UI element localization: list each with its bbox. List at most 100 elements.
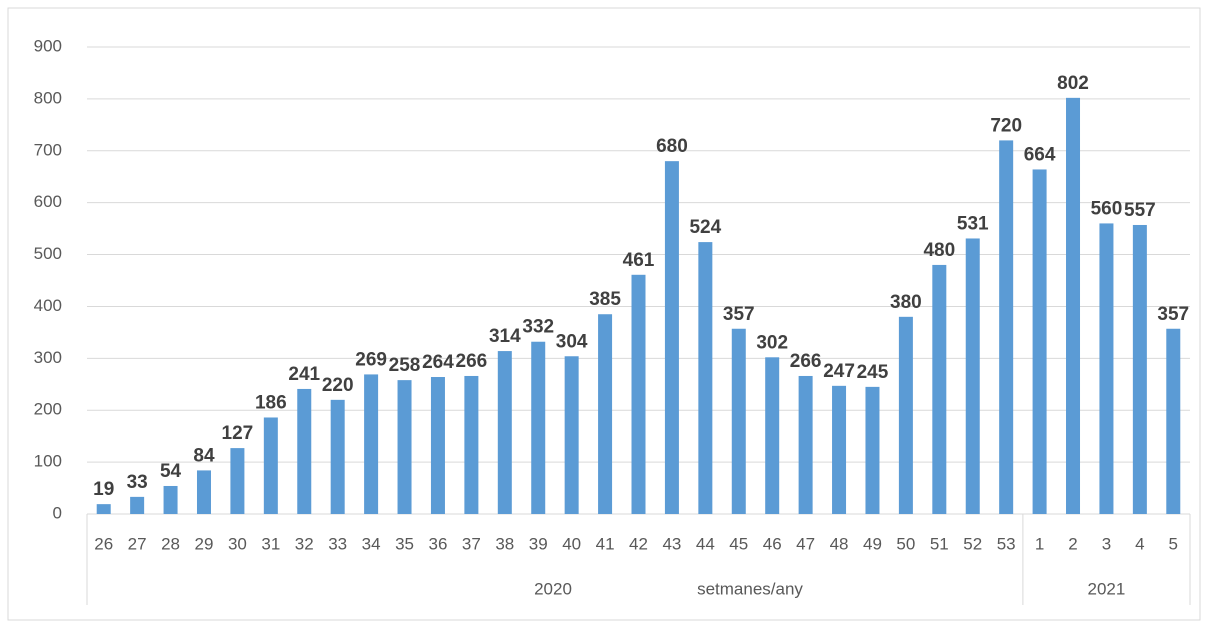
- y-tick-label: 400: [34, 296, 62, 315]
- y-tick-label: 600: [34, 192, 62, 211]
- data-label: 84: [193, 445, 215, 466]
- bar: [598, 314, 613, 514]
- x-tick-label: 43: [662, 534, 681, 553]
- bar: [564, 356, 579, 514]
- bar: [96, 504, 111, 514]
- x-tick-label: 31: [261, 534, 280, 553]
- x-tick-label: 44: [696, 534, 715, 553]
- bar: [397, 380, 412, 514]
- data-label: 245: [857, 362, 889, 383]
- x-tick-label: 27: [128, 534, 147, 553]
- y-tick-label: 100: [34, 452, 62, 471]
- x-tick-label: 37: [462, 534, 481, 553]
- bar: [430, 377, 445, 514]
- bar: [932, 264, 947, 514]
- data-label: 557: [1124, 200, 1156, 221]
- data-label: 480: [923, 240, 955, 261]
- bar: [765, 357, 780, 514]
- data-label: 127: [222, 423, 254, 444]
- y-tick-label: 300: [34, 348, 62, 367]
- data-label: 380: [890, 292, 922, 313]
- x-tick-label: 53: [997, 534, 1016, 553]
- bar: [631, 274, 646, 514]
- bar: [196, 470, 211, 514]
- data-label: 19: [93, 479, 114, 500]
- bar: [832, 385, 847, 514]
- x-tick-label: 32: [295, 534, 314, 553]
- x-tick-label: 35: [395, 534, 414, 553]
- y-tick-label: 200: [34, 400, 62, 419]
- bar: [965, 238, 980, 514]
- y-tick-label: 500: [34, 244, 62, 263]
- bar: [1099, 223, 1114, 514]
- bar: [1066, 97, 1081, 515]
- x-tick-label: 41: [596, 534, 615, 553]
- x-tick-label: 33: [328, 534, 347, 553]
- bar: [798, 375, 813, 514]
- bar: [330, 399, 345, 514]
- x-tick-label: 49: [863, 534, 882, 553]
- y-tick-label: 0: [53, 503, 62, 522]
- x-tick-label: 47: [796, 534, 815, 553]
- bar: [898, 316, 913, 514]
- bar: [263, 417, 278, 514]
- data-label: 186: [255, 393, 287, 414]
- bar: [1132, 224, 1147, 514]
- data-label: 332: [522, 317, 554, 338]
- bar: [230, 448, 245, 514]
- bar: [999, 140, 1014, 514]
- data-label: 258: [389, 355, 421, 376]
- data-label: 680: [656, 136, 688, 157]
- bar: [464, 375, 479, 514]
- data-label: 524: [689, 217, 721, 238]
- data-label: 357: [1157, 304, 1189, 325]
- bar: [163, 485, 178, 514]
- data-label: 531: [957, 213, 989, 234]
- data-label: 385: [589, 289, 621, 310]
- x-tick-label: 1: [1035, 534, 1044, 553]
- data-label: 357: [723, 304, 755, 325]
- y-tick-label: 900: [34, 36, 62, 55]
- bar: [130, 496, 145, 514]
- x-tick-label: 3: [1102, 534, 1111, 553]
- x-tick-label: 46: [763, 534, 782, 553]
- data-label: 266: [456, 351, 488, 372]
- bar: [297, 388, 312, 514]
- data-label: 264: [422, 352, 454, 373]
- x-tick-label: 40: [562, 534, 581, 553]
- data-label: 560: [1091, 198, 1123, 219]
- bar: [364, 374, 379, 514]
- group-label: 2020: [534, 579, 572, 598]
- data-label: 720: [990, 115, 1022, 136]
- x-tick-label: 50: [896, 534, 915, 553]
- x-tick-label: 36: [428, 534, 447, 553]
- x-tick-label: 48: [830, 534, 849, 553]
- x-tick-label: 38: [495, 534, 514, 553]
- data-label: 664: [1024, 144, 1056, 165]
- group-label: 2021: [1088, 579, 1126, 598]
- x-tick-label: 28: [161, 534, 180, 553]
- bar: [497, 351, 512, 514]
- data-label: 302: [756, 332, 788, 353]
- x-tick-label: 45: [729, 534, 748, 553]
- x-tick-label: 42: [629, 534, 648, 553]
- data-label: 266: [790, 351, 822, 372]
- y-tick-label: 800: [34, 88, 62, 107]
- x-tick-label: 2: [1068, 534, 1077, 553]
- chart-border: [7, 7, 1201, 621]
- data-label: 33: [127, 472, 148, 493]
- data-label: 314: [489, 326, 521, 347]
- x-axis-title: setmanes/any: [697, 579, 803, 598]
- data-label: 241: [288, 364, 320, 385]
- x-tick-label: 5: [1169, 534, 1178, 553]
- x-tick-label: 29: [195, 534, 214, 553]
- x-tick-label: 34: [362, 534, 381, 553]
- bar: [664, 161, 679, 514]
- data-label: 802: [1057, 73, 1089, 94]
- bar: [865, 386, 880, 514]
- bar: [731, 328, 746, 514]
- bar: [1166, 328, 1181, 514]
- x-tick-label: 30: [228, 534, 247, 553]
- data-label: 247: [823, 361, 855, 382]
